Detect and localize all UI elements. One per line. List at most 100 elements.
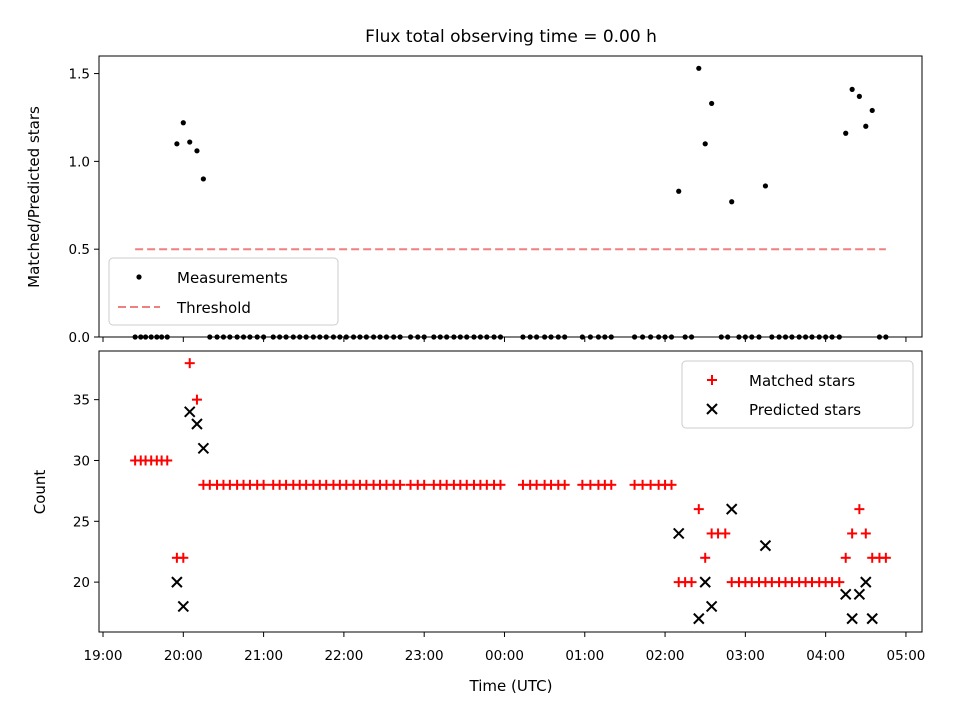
measurement-point	[548, 334, 554, 340]
measurement-point	[562, 334, 568, 340]
measurement-point	[270, 334, 276, 340]
legend-measurements-label: Measurements	[177, 269, 288, 287]
measurement-point	[142, 334, 149, 340]
measurement-point	[194, 148, 200, 154]
measurement-point	[391, 334, 397, 340]
measurement-point	[782, 334, 789, 340]
measurement-point	[187, 139, 193, 145]
measurement-point	[883, 334, 889, 340]
measurement-point	[725, 334, 731, 340]
matched-star-point	[860, 528, 871, 539]
measurement-point	[317, 334, 323, 340]
measurement-point	[323, 334, 329, 340]
matched-star-point	[693, 504, 704, 515]
legend-predicted-label: Predicted stars	[749, 401, 861, 419]
matched-star-point	[606, 479, 617, 490]
matched-star-point	[191, 394, 202, 405]
measurement-point	[148, 334, 154, 340]
predicted-star-point	[846, 612, 858, 625]
measurement-point	[310, 334, 316, 340]
x-tick-label: 22:00	[324, 648, 363, 664]
matched-star-point	[686, 577, 697, 588]
x-tick-label: 23:00	[405, 648, 444, 664]
matched-star-point	[395, 479, 406, 490]
x-tick-label: 20:00	[164, 648, 203, 664]
measurement-point	[863, 123, 869, 129]
measurement-point	[437, 334, 443, 340]
measurement-point	[602, 334, 608, 340]
measurement-point	[802, 334, 809, 340]
bottom-y-tick-label: 25	[73, 514, 90, 530]
predicted-star-point	[759, 539, 772, 552]
measurement-point	[451, 334, 457, 340]
measurement-point	[718, 334, 724, 340]
measurement-point	[856, 93, 862, 99]
bottom-panel: 20 25 30 35 19:00 20:00 21:00 22:00 23:00 00:00 01…	[73, 350, 925, 664]
measurement-point	[776, 334, 782, 340]
measurement-point	[769, 334, 775, 340]
measurement-point	[809, 334, 815, 340]
measurement-point	[682, 334, 688, 340]
predicted-star-point	[177, 600, 190, 613]
measurement-point	[555, 334, 561, 340]
matched-star-point	[419, 479, 430, 490]
measurement-point	[736, 334, 742, 340]
measurement-point	[471, 334, 477, 340]
predicted-star-point	[866, 612, 878, 625]
bottom-y-tick-label: 35	[73, 393, 90, 409]
bottom-plot-frame	[98, 350, 923, 633]
measurement-point	[491, 334, 497, 340]
measurement-point	[234, 334, 240, 340]
measurement-point	[377, 334, 383, 340]
top-legend-box	[108, 257, 339, 326]
predicted-star-point	[184, 406, 196, 418]
measurement-point	[337, 334, 343, 340]
top-y-tick-label: 0.0	[69, 330, 90, 346]
measurement-point	[527, 334, 533, 340]
measurement-point	[484, 334, 490, 340]
measurement-point	[709, 100, 715, 107]
matched-star-point	[178, 552, 189, 563]
measurement-point	[357, 334, 363, 340]
bottom-y-tick-label: 30	[73, 453, 90, 469]
measurement-point	[132, 334, 138, 340]
measurement-point	[247, 334, 253, 340]
measurement-point	[542, 334, 548, 340]
measurement-point	[343, 334, 349, 340]
measurement-point	[477, 334, 483, 340]
predicted-star-point	[693, 612, 705, 625]
measurement-point	[290, 334, 296, 340]
measurement-point	[639, 334, 646, 340]
matched-star-point	[258, 479, 269, 490]
x-tick-label: 00:00	[485, 648, 524, 664]
predicted-star-point	[853, 588, 866, 600]
measurement-point	[444, 334, 450, 340]
measurement-point	[729, 199, 735, 205]
measurement-point	[159, 334, 165, 340]
measurement-point	[457, 334, 463, 340]
x-tick-label: 05:00	[886, 648, 925, 664]
measurement-point	[762, 183, 769, 189]
measurement-point	[254, 334, 260, 340]
measurement-point	[277, 334, 283, 340]
legend-threshold-label: Threshold	[176, 299, 251, 317]
matched-star-point	[720, 528, 731, 539]
measurement-point	[138, 334, 144, 340]
matched-star-point	[880, 552, 891, 563]
measurement-point	[283, 334, 289, 340]
legend-measurements-marker	[136, 274, 142, 280]
matched-star-point	[700, 552, 711, 563]
measurement-point	[464, 334, 470, 340]
measurement-point	[421, 334, 427, 340]
measurement-point	[749, 334, 755, 340]
predicted-star-point	[197, 442, 210, 455]
measurement-point	[397, 334, 403, 340]
measurement-point	[742, 334, 748, 340]
measurement-point	[214, 334, 220, 340]
top-panel: 0.0 0.5 1.0 1.5 Measurements Threshold	[69, 55, 923, 346]
predicted-star-point	[699, 576, 711, 588]
measurement-point	[836, 334, 842, 340]
measurement-point	[696, 65, 702, 71]
